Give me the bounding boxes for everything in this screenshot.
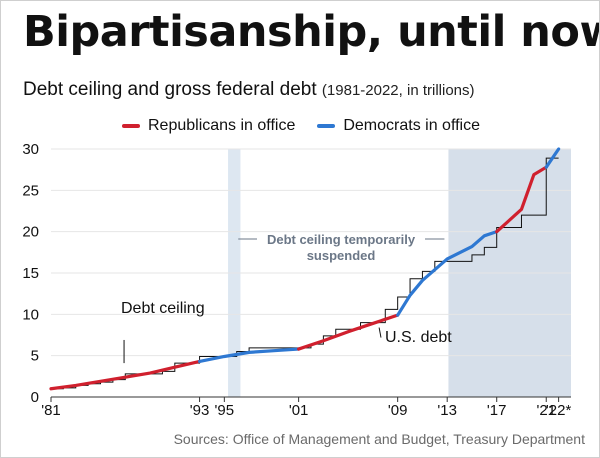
subtitle-main: Debt ceiling and gross federal debt [23,79,317,100]
subtitle-detail: (1981-2022, in trillions) [321,82,475,99]
us-debt-leader [378,327,382,338]
x-tick-label-2013: '13 [437,402,457,419]
source-note: Sources: Office of Management and Budget… [173,431,585,447]
y-tick-label-5: 5 [31,348,39,365]
x-tick-label-1981: '81 [41,402,61,419]
x-tick-label-2001: '01 [289,402,309,419]
chart-legend: Republicans in office Democrats in offic… [1,117,599,135]
legend-swatch-democrats [317,124,336,128]
x-tick-label-2017: '17 [487,402,507,419]
us-debt-segment-5 [544,147,561,169]
suspended-annotation-line2: suspended [307,248,376,263]
us-debt-segment-4 [495,165,548,234]
y-tick-label-20: 20 [22,224,39,241]
us-debt-segment-3 [396,230,499,317]
x-tick-label-2009: '09 [388,402,408,419]
us-debt-annotation: U.S. debt [385,329,452,346]
y-tick-label-25: 25 [22,182,39,199]
us-debt-segment-0 [49,359,202,391]
legend-item-democrats: Democrats in office [317,117,480,135]
y-tick-label-0: 0 [31,389,39,406]
x-tick-label-1995: '95 [215,402,235,419]
us-debt-segment-1 [197,347,301,364]
legend-label-republicans: Republicans in office [147,117,296,134]
chart-title: Bipartisanship, until now [23,7,600,57]
chart-subtitle: Debt ceiling and gross federal debt (198… [23,79,593,101]
y-tick-label-30: 30 [22,141,39,158]
y-tick-label-15: 15 [22,265,39,282]
x-tick-label-2022: '22* [546,402,572,419]
y-tick-label-10: 10 [22,306,39,323]
legend-item-republicans: Republicans in office [121,117,296,135]
x-tick-label-1993: '93 [190,402,210,419]
debt-ceiling-annotation: Debt ceiling [121,300,205,317]
legend-label-democrats: Democrats in office [343,117,480,134]
x-tick-label-2021: '21 [536,402,556,419]
us-debt-segment-2 [297,313,400,351]
legend-swatch-republicans [121,124,140,128]
suspended-annotation-line1: Debt ceiling temporarily [267,232,416,247]
